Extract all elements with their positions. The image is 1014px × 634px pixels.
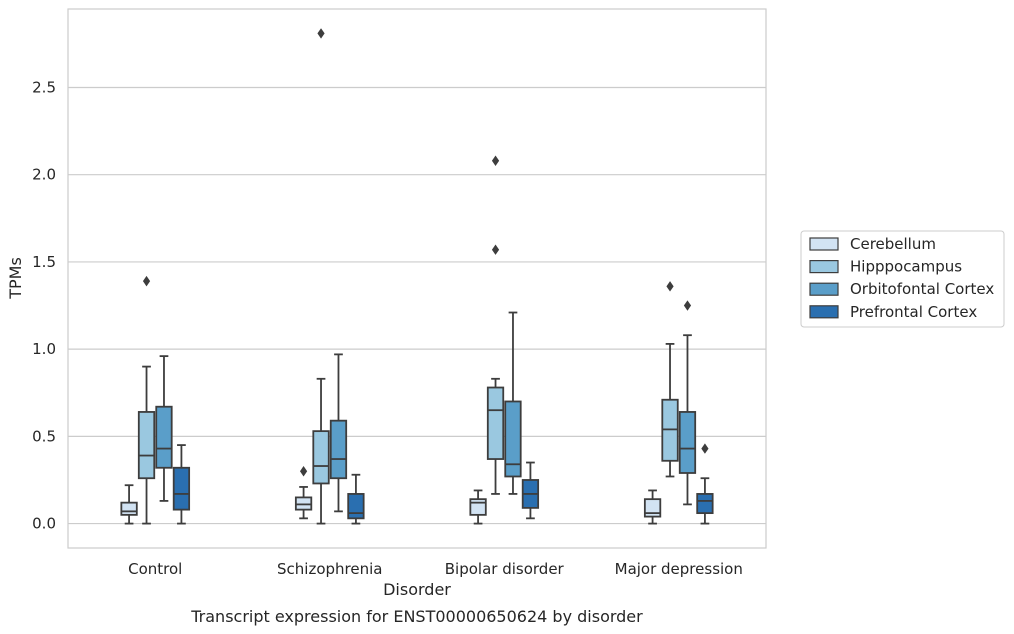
legend-label: Cerebellum [850, 235, 936, 253]
box-iqr [155, 405, 173, 469]
box-hipppocampus-control [137, 275, 156, 525]
y-axis-label: TPMs [6, 257, 25, 300]
y-tick-label: 0.0 [32, 515, 56, 533]
legend-item-prefrontal-cortex: Prefrontal Cortex [809, 303, 977, 321]
box-hipppocampus-bipolar-disorder [486, 155, 505, 495]
x-axis-label: Disorder [383, 580, 451, 599]
box-iqr [486, 386, 505, 460]
box-iqr [696, 493, 714, 515]
box-prefrontal-cortex-bipolar-disorder [521, 461, 540, 520]
box-iqr [469, 498, 487, 516]
box-cerebellum-control [120, 484, 138, 525]
box-orbitofontal-cortex-schizophrenia [329, 353, 348, 513]
box-hipppocampus-schizophrenia [312, 28, 330, 525]
box-iqr [347, 493, 365, 520]
box-prefrontal-cortex-schizophrenia [347, 473, 365, 525]
box-orbitofontal-cortex-control [155, 355, 173, 502]
legend: Cerebellum Hipppocampus Orbitofontal Corte… [800, 230, 1005, 328]
box-iqr [172, 466, 191, 511]
chart-caption: Transcript expression for ENST0000065062… [190, 607, 643, 626]
box-iqr [120, 501, 138, 516]
y-tick-label: 1.5 [32, 253, 56, 271]
x-tick-label: Bipolar disorder [445, 560, 565, 578]
x-tick-label: Schizophrenia [277, 560, 382, 578]
box-cerebellum-schizophrenia [294, 466, 313, 520]
x-tick-label: Major depression [615, 560, 743, 578]
legend-swatch [809, 260, 839, 274]
box-prefrontal-cortex-control [172, 444, 191, 525]
outlier-point [299, 466, 308, 477]
box-iqr [678, 411, 697, 474]
legend-label: Hipppocampus [850, 258, 962, 276]
box-prefrontal-cortex-major-depression [696, 443, 714, 525]
outlier-point [317, 28, 325, 39]
box-iqr [504, 400, 522, 478]
outlier-point [701, 443, 709, 454]
box-hipppocampus-major-depression [661, 281, 679, 478]
legend-swatch [809, 305, 839, 319]
legend-item-orbitofontal-cortex: Orbitofontal Cortex [809, 280, 994, 298]
outlier-point [491, 244, 500, 255]
box-iqr [312, 430, 330, 485]
gridlines [68, 86, 766, 525]
box-cerebellum-bipolar-disorder [469, 489, 487, 525]
box-iqr [329, 419, 348, 480]
x-tick-label: Control [128, 560, 182, 578]
legend-swatch [809, 237, 839, 251]
legend-item-hipppocampus: Hipppocampus [809, 258, 962, 276]
box-iqr [137, 411, 156, 480]
legend-label: Orbitofontal Cortex [850, 280, 994, 298]
box-groups [120, 28, 714, 525]
legend-swatch [809, 282, 839, 296]
x-tick-labels: Control Schizophrenia Bipolar disorder Majo… [128, 560, 743, 578]
y-tick-label: 2.0 [32, 166, 56, 184]
outlier-point [666, 281, 674, 292]
box-orbitofontal-cortex-major-depression [678, 300, 697, 506]
y-tick-labels: 0.0 0.5 1.0 1.5 2.0 2.5 [32, 78, 56, 532]
outlier-point [683, 300, 692, 311]
outlier-point [491, 155, 500, 166]
legend-item-cerebellum: Cerebellum [809, 235, 936, 253]
y-tick-label: 1.0 [32, 340, 56, 358]
legend-label: Prefrontal Cortex [850, 303, 977, 321]
legend-frame [800, 230, 1005, 328]
y-tick-label: 0.5 [32, 427, 56, 445]
y-tick-label: 2.5 [32, 78, 56, 96]
box-orbitofontal-cortex-bipolar-disorder [504, 311, 522, 495]
outlier-point [142, 275, 151, 287]
plot-frame [67, 8, 767, 549]
box-cerebellum-major-depression [643, 489, 662, 525]
